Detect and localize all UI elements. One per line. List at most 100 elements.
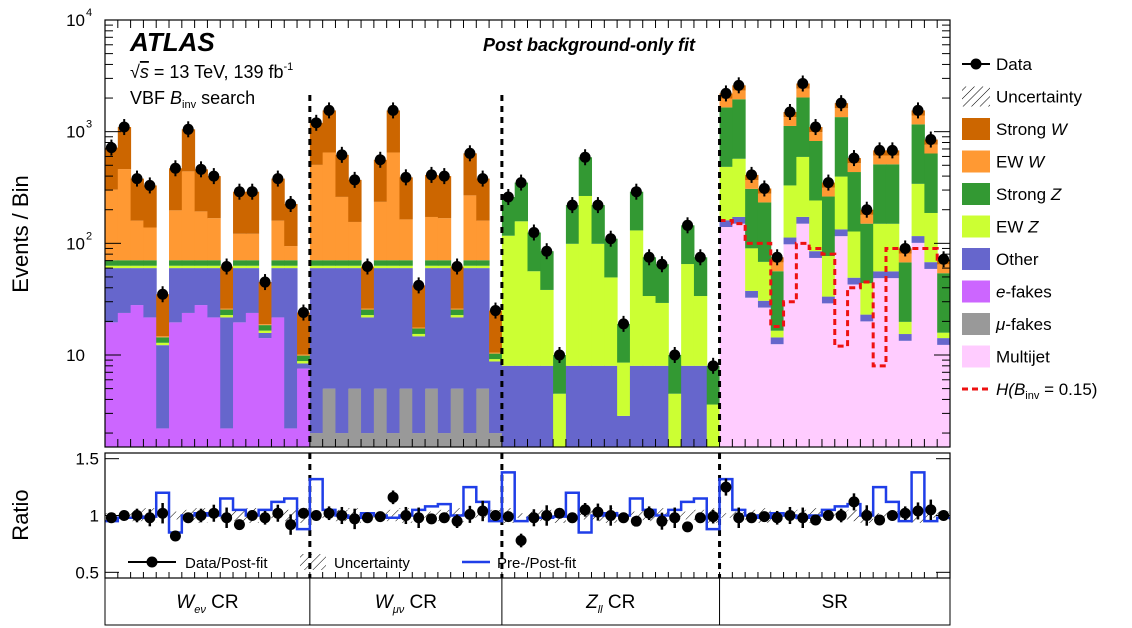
- ratio-data-point: [720, 481, 732, 493]
- stack-bar-strongZ: [181, 260, 196, 266]
- stack-bar-ewZ: [361, 315, 375, 318]
- data-point: [758, 182, 770, 194]
- stack-bar-mufake: [335, 433, 349, 447]
- stack-bar-strongZ: [821, 196, 836, 257]
- stack-bar-ewZ: [156, 342, 170, 346]
- ratio-data-point: [682, 521, 694, 533]
- stack-bar-mufake: [476, 388, 490, 447]
- stack-bar-other: [642, 365, 657, 447]
- data-point: [925, 134, 937, 146]
- ratio-data-point: [554, 507, 566, 519]
- stack-bar-other: [629, 365, 644, 447]
- stack-bar-ewW: [937, 264, 951, 274]
- stack-bar-other: [309, 268, 324, 434]
- data-point: [464, 147, 476, 159]
- stack-bar-other: [719, 220, 733, 228]
- data-point: [605, 233, 617, 245]
- data-point: [733, 79, 745, 91]
- stack-bar-ewW: [924, 144, 938, 154]
- stack-bar-ewZ: [821, 256, 836, 297]
- stack-bar-strongW: [373, 159, 388, 202]
- stack-bar-other: [143, 268, 157, 318]
- data-point: [349, 174, 361, 186]
- stack-bar-other: [565, 365, 580, 447]
- stack-bar-ewW: [361, 308, 375, 310]
- stack-bar-strongZ: [809, 140, 823, 201]
- ratio-data-point: [374, 511, 386, 523]
- ratio-data-point: [144, 512, 156, 524]
- stack-bar-strongW: [233, 191, 247, 234]
- stack-bar-ewW: [911, 115, 925, 125]
- stack-bar-ewW: [271, 220, 285, 261]
- stack-bar-ewZ: [450, 315, 464, 318]
- stack-bar-strongZ: [924, 153, 938, 213]
- stack-bar-strongZ: [629, 191, 644, 231]
- ratio-data-point: [630, 515, 642, 527]
- legend-label: Strong Z: [996, 185, 1062, 204]
- stack-bar-other: [898, 334, 913, 341]
- stack-bar-ewW: [220, 308, 234, 310]
- data-point: [822, 177, 834, 189]
- stack-bar-strongW: [335, 154, 349, 197]
- stack-bar-other: [271, 268, 285, 318]
- ratio-legend-data-dot: [146, 556, 158, 568]
- stack-bar-other: [373, 268, 388, 389]
- stack-bar-other: [335, 268, 349, 434]
- stack-bar-ewW: [847, 163, 861, 173]
- stack-bar-strongZ: [719, 107, 733, 167]
- stack-bar-strongW: [258, 282, 272, 325]
- legend-label: Uncertainty: [996, 88, 1082, 107]
- stack-bar-strongZ: [412, 328, 426, 334]
- stack-bar-ewW: [821, 187, 836, 197]
- stack-bar-other: [911, 236, 925, 243]
- stack-bar-ewZ: [642, 296, 657, 366]
- stack-bar-ewW: [450, 308, 464, 310]
- ratio-data-point: [451, 515, 463, 527]
- ratio-data-point: [643, 507, 655, 519]
- ratio-panel: 0.5 1 1.5 Ratio Data/Post-fit Uncertainty Pre-…: [8, 450, 951, 582]
- stack-bar-strongZ: [501, 196, 516, 236]
- ratio-data-point: [733, 512, 745, 524]
- data-point: [592, 199, 604, 211]
- stack-bar-ewW: [437, 218, 452, 261]
- data-point: [157, 288, 169, 300]
- stack-bar-efake: [169, 322, 183, 447]
- ratio-data-point: [746, 512, 758, 524]
- ratio-data-point: [861, 510, 873, 521]
- stack-bar-ewW: [732, 90, 746, 100]
- stack-bar-ewW: [258, 324, 272, 326]
- stack-bar-other: [450, 317, 464, 389]
- stack-bar-other: [463, 268, 477, 434]
- ratio-data-point: [899, 507, 911, 519]
- ratio-data-point: [233, 519, 245, 531]
- stack-bar-multijet: [809, 257, 823, 447]
- stack-bar-multijet: [732, 223, 746, 447]
- legend-label: EW W: [996, 153, 1046, 172]
- stack-bar-efake: [130, 305, 144, 447]
- stack-bar-mufake: [463, 433, 477, 447]
- stack-bar-ewZ: [425, 265, 439, 269]
- stack-bar-strongZ: [668, 354, 682, 394]
- data-point: [489, 305, 501, 317]
- data-point: [361, 261, 373, 273]
- stack-bar-other: [681, 365, 695, 447]
- stack-bar-strongZ: [322, 260, 336, 266]
- ratio-data-point: [707, 511, 719, 523]
- data-point: [848, 152, 860, 164]
- stack-bar-multijet: [834, 236, 849, 447]
- stack-bar-strongW: [220, 266, 234, 309]
- ratio-data-point: [694, 512, 706, 524]
- stack-bar-strongZ: [117, 260, 132, 266]
- stack-bar-strongZ: [105, 260, 119, 266]
- stack-bar-strongZ: [655, 264, 669, 303]
- stack-bar-ewW: [297, 354, 311, 356]
- legend-unc-swatch: [962, 86, 990, 107]
- stack-bar-ewW: [194, 211, 208, 261]
- stack-bar-ewW: [156, 336, 170, 338]
- stack-bar-multijet: [937, 344, 951, 447]
- stack-bar-ewZ: [117, 265, 132, 269]
- stack-bar-other: [527, 365, 541, 447]
- signal-curve: [719, 219, 950, 368]
- stack-bar-strongZ: [693, 257, 708, 297]
